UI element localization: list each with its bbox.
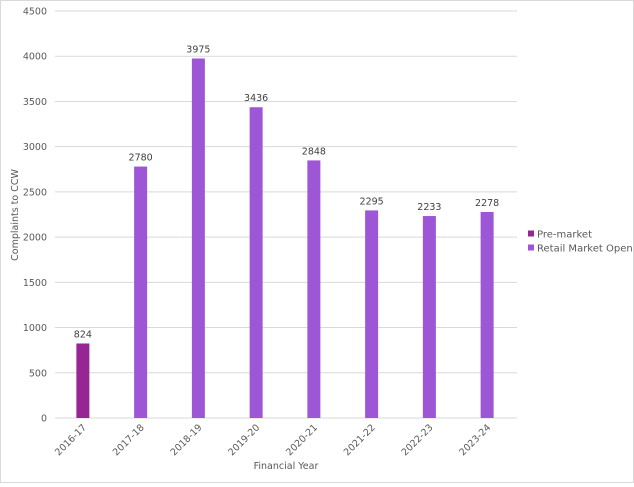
y-axis-ticks: 0 500 1000 1500 2000 2500 3000 3500 4000 4500 bbox=[23, 7, 47, 425]
x-tick-label: 2022-23 bbox=[400, 422, 436, 458]
bar-2019-20 bbox=[249, 107, 263, 419]
bar-2017-18 bbox=[134, 166, 148, 418]
bar-2018-19 bbox=[191, 58, 205, 418]
bars bbox=[76, 58, 494, 419]
legend: Pre-market Retail Market Open bbox=[528, 230, 633, 255]
y-tick-label: 0 bbox=[41, 414, 47, 425]
x-tick-label: 2018-19 bbox=[169, 422, 205, 458]
legend-label: Retail Market Open bbox=[537, 244, 633, 255]
y-axis-title: Complaints to CCW bbox=[10, 169, 21, 261]
bar-2022-23 bbox=[422, 216, 436, 418]
bar-2020-21 bbox=[307, 160, 321, 418]
legend-label: Pre-market bbox=[537, 230, 592, 241]
bar-2021-22 bbox=[365, 210, 379, 418]
x-tick-label: 2023-24 bbox=[457, 422, 493, 458]
data-labels: 824 2780 3975 3436 2848 2295 2233 2278 bbox=[74, 44, 499, 340]
y-tick-label: 1500 bbox=[23, 278, 47, 289]
bar-2023-24 bbox=[480, 211, 494, 418]
y-tick-label: 4500 bbox=[23, 7, 47, 18]
bar-2016-17 bbox=[76, 343, 90, 418]
data-label-2016-17: 824 bbox=[74, 329, 92, 340]
y-tick-label: 500 bbox=[29, 368, 47, 379]
y-tick-label: 1000 bbox=[23, 323, 47, 334]
x-tick-label: 2020-21 bbox=[284, 422, 320, 458]
gridlines bbox=[55, 10, 517, 419]
data-label-2018-19: 3975 bbox=[186, 44, 210, 55]
y-tick-label: 3000 bbox=[23, 142, 47, 153]
y-tick-label: 4000 bbox=[23, 52, 47, 63]
data-label-2021-22: 2295 bbox=[360, 196, 384, 207]
y-tick-label: 2500 bbox=[23, 187, 47, 198]
data-label-2023-24: 2278 bbox=[475, 198, 499, 209]
x-tick-label: 2021-22 bbox=[342, 422, 378, 458]
x-tick-label: 2016-17 bbox=[53, 422, 89, 458]
legend-swatch bbox=[528, 230, 534, 237]
x-axis-title: Financial Year bbox=[254, 461, 319, 472]
data-label-2022-23: 2233 bbox=[417, 202, 441, 213]
data-label-2017-18: 2780 bbox=[129, 153, 153, 164]
x-tick-label: 2017-18 bbox=[111, 422, 147, 458]
data-label-2020-21: 2848 bbox=[302, 146, 326, 157]
y-tick-label: 3500 bbox=[23, 97, 47, 108]
legend-swatch bbox=[528, 244, 534, 251]
y-tick-label: 2000 bbox=[23, 233, 47, 244]
x-axis-ticks: 2016-17 2017-18 2018-19 2019-20 2020-21 2021-… bbox=[53, 422, 493, 458]
data-label-2019-20: 3436 bbox=[244, 93, 268, 104]
x-tick-label: 2019-20 bbox=[226, 422, 262, 458]
